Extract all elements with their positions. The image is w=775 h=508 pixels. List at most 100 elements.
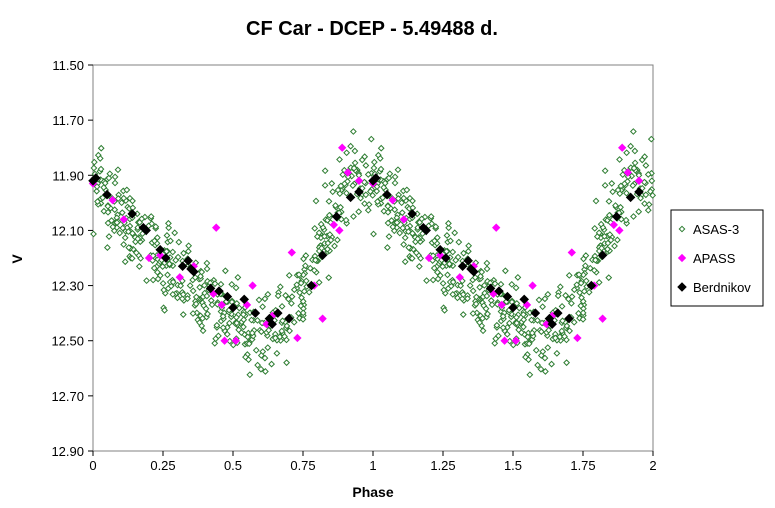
data-point <box>351 159 359 167</box>
data-point <box>541 368 549 375</box>
data-point <box>350 213 357 220</box>
data-point <box>606 231 614 238</box>
data-point <box>547 319 557 329</box>
data-point <box>648 177 656 185</box>
data-point <box>484 310 491 318</box>
data-point <box>351 147 359 155</box>
data-point <box>226 319 233 327</box>
data-point <box>637 194 645 202</box>
data-point <box>515 326 523 334</box>
data-point <box>354 176 364 185</box>
data-point <box>165 219 172 227</box>
data-point <box>581 262 589 270</box>
data-point <box>105 233 113 240</box>
data-point <box>339 171 347 179</box>
data-point <box>239 294 249 305</box>
data-point <box>508 280 516 288</box>
data-point <box>364 171 372 178</box>
data-point <box>443 232 451 239</box>
data-point <box>105 174 113 182</box>
data-point <box>125 244 133 251</box>
data-point <box>223 330 231 338</box>
data-point <box>111 179 119 187</box>
data-point <box>519 294 529 305</box>
data-point <box>126 222 134 230</box>
data-point <box>306 264 314 272</box>
data-point <box>350 164 358 172</box>
data-point <box>215 332 222 340</box>
data-point <box>374 198 381 205</box>
data-point <box>169 248 177 256</box>
data-point <box>254 316 261 324</box>
data-point <box>338 143 347 152</box>
data-point <box>109 223 117 231</box>
data-point <box>219 324 227 332</box>
data-point <box>300 287 308 295</box>
data-point <box>342 216 350 224</box>
data-point <box>506 319 513 327</box>
data-point <box>601 181 609 189</box>
data-point <box>315 229 323 237</box>
data-point <box>288 293 296 301</box>
data-point <box>612 202 619 209</box>
data-point <box>354 187 364 197</box>
data-point <box>183 255 193 266</box>
data-point <box>336 156 343 163</box>
x-tick-label: 0.5 <box>224 458 242 473</box>
data-point <box>391 179 399 187</box>
data-point <box>189 267 199 277</box>
data-point <box>591 256 599 264</box>
data-point <box>424 253 434 263</box>
data-point <box>248 316 255 324</box>
data-point <box>445 260 453 268</box>
data-point <box>202 305 210 313</box>
x-tick-label: 0.75 <box>290 458 315 473</box>
data-point <box>445 224 453 232</box>
x-tick-label: 0.25 <box>150 458 175 473</box>
data-point <box>528 316 535 324</box>
data-point <box>302 277 310 285</box>
y-tick-label: 11.90 <box>52 168 84 183</box>
data-point <box>191 274 199 281</box>
data-point <box>605 211 613 219</box>
data-point <box>365 201 373 208</box>
data-point <box>149 276 157 284</box>
data-point <box>629 182 637 189</box>
data-point <box>644 171 652 178</box>
data-point <box>155 244 165 255</box>
data-point <box>121 234 129 242</box>
data-point <box>513 319 521 327</box>
data-point <box>100 184 108 191</box>
data-point <box>108 217 115 224</box>
data-point <box>97 165 105 173</box>
data-point <box>503 330 511 338</box>
data-point <box>311 224 319 232</box>
legend-label: Berdnikov <box>693 280 751 295</box>
data-point <box>200 281 208 289</box>
data-point <box>609 188 617 196</box>
data-point <box>119 215 128 224</box>
data-point <box>258 319 266 327</box>
data-point <box>261 354 269 362</box>
data-point <box>525 340 533 348</box>
data-point <box>321 167 329 175</box>
data-point <box>255 296 263 304</box>
data-point <box>165 260 173 268</box>
data-point <box>174 294 181 302</box>
data-point <box>148 220 156 228</box>
data-point <box>476 283 484 291</box>
data-point <box>259 303 267 311</box>
data-point <box>286 327 293 335</box>
data-point <box>317 250 328 261</box>
data-point <box>476 319 483 326</box>
data-point <box>362 162 370 169</box>
data-point <box>101 179 109 187</box>
data-point <box>106 170 114 178</box>
y-tick-label: 11.70 <box>52 113 84 128</box>
data-point <box>343 219 351 227</box>
data-point <box>111 173 119 181</box>
data-point <box>604 245 611 253</box>
data-point <box>93 187 101 195</box>
data-point <box>362 191 370 199</box>
